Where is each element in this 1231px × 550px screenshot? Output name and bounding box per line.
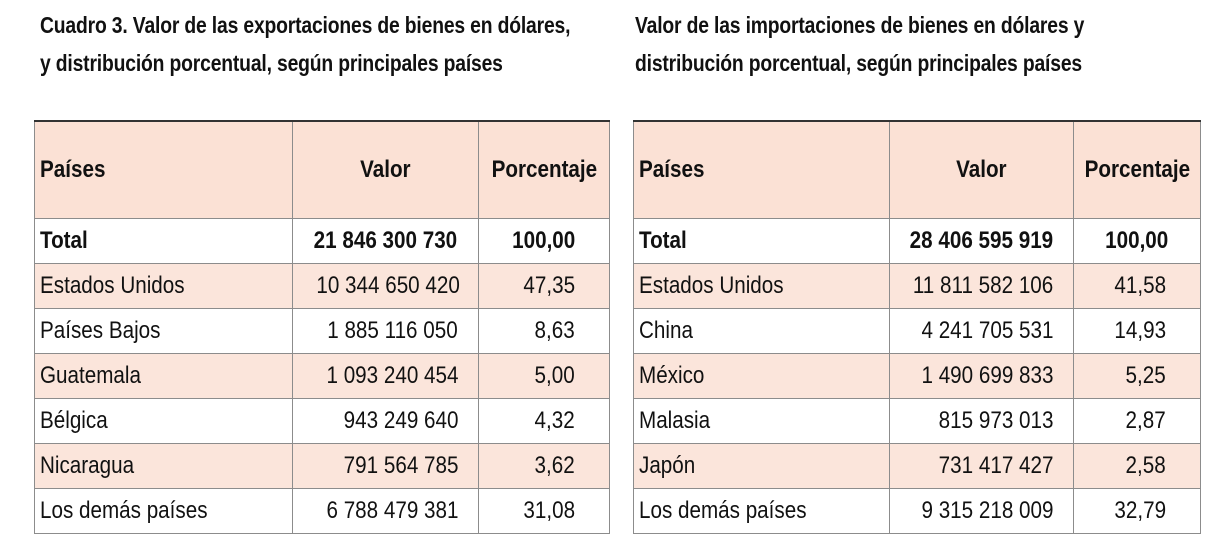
exports-table: Países Valor Porcentaje Total 21 846 300… xyxy=(34,120,610,534)
exports-row-value: 1 885 116 050 xyxy=(292,308,479,354)
imports-row-country: Estados Unidos xyxy=(633,263,890,309)
imports-total-percent: 100,00 xyxy=(1073,218,1201,264)
imports-total-value: 28 406 595 919 xyxy=(889,218,1074,264)
exports-row-percent: 4,32 xyxy=(478,398,610,444)
imports-row-value: 9 315 218 009 xyxy=(889,488,1074,534)
table-row: Guatemala 1 093 240 454 5,00 xyxy=(34,353,610,399)
imports-title-line2: distribución porcentual, según principal… xyxy=(635,50,1082,76)
exports-row-value: 791 564 785 xyxy=(292,443,479,489)
exports-header-value: Valor xyxy=(292,120,479,219)
imports-row-value: 815 973 013 xyxy=(889,398,1074,444)
table-row: Japón 731 417 427 2,58 xyxy=(633,443,1201,489)
exports-total-row: Total 21 846 300 730 100,00 xyxy=(34,218,610,264)
exports-header-percent: Porcentaje xyxy=(478,120,610,219)
imports-table: Países Valor Porcentaje Total 28 406 595… xyxy=(633,120,1201,534)
table-row: Los demás países 6 788 479 381 31,08 xyxy=(34,488,610,534)
table-row: Bélgica 943 249 640 4,32 xyxy=(34,398,610,444)
imports-total-row: Total 28 406 595 919 100,00 xyxy=(633,218,1201,264)
table-row: Estados Unidos 10 344 650 420 47,35 xyxy=(34,263,610,309)
imports-row-country: Los demás países xyxy=(633,488,890,534)
exports-total-percent: 100,00 xyxy=(478,218,610,264)
exports-title-line2: y distribución porcentual, según princip… xyxy=(40,50,503,76)
imports-row-percent: 14,93 xyxy=(1073,308,1201,354)
exports-total-value: 21 846 300 730 xyxy=(292,218,479,264)
exports-row-percent: 5,00 xyxy=(478,353,610,399)
exports-header-row: Países Valor Porcentaje xyxy=(34,120,610,219)
imports-panel: Valor de las importaciones de bienes en … xyxy=(633,0,1201,534)
exports-row-percent: 3,62 xyxy=(478,443,610,489)
imports-row-percent: 5,25 xyxy=(1073,353,1201,399)
exports-row-value: 1 093 240 454 xyxy=(292,353,479,399)
imports-row-value: 4 241 705 531 xyxy=(889,308,1074,354)
exports-title-line1: Cuadro 3. Valor de las exportaciones de … xyxy=(40,12,571,38)
exports-row-country: Guatemala xyxy=(34,353,293,399)
exports-row-value: 10 344 650 420 xyxy=(292,263,479,309)
table-row: México 1 490 699 833 5,25 xyxy=(633,353,1201,399)
exports-row-percent: 8,63 xyxy=(478,308,610,354)
table-row: Países Bajos 1 885 116 050 8,63 xyxy=(34,308,610,354)
exports-row-percent: 31,08 xyxy=(478,488,610,534)
exports-row-country: Países Bajos xyxy=(34,308,293,354)
imports-row-percent: 41,58 xyxy=(1073,263,1201,309)
imports-row-value: 731 417 427 xyxy=(889,443,1074,489)
table-row: Estados Unidos 11 811 582 106 41,58 xyxy=(633,263,1201,309)
exports-header-country: Países xyxy=(34,120,293,219)
imports-total-country: Total xyxy=(633,218,890,264)
exports-title: Cuadro 3. Valor de las exportaciones de … xyxy=(40,6,571,120)
imports-row-country: China xyxy=(633,308,890,354)
imports-row-percent: 32,79 xyxy=(1073,488,1201,534)
imports-row-value: 1 490 699 833 xyxy=(889,353,1074,399)
table-row: Malasia 815 973 013 2,87 xyxy=(633,398,1201,444)
imports-header-percent: Porcentaje xyxy=(1073,120,1201,219)
imports-title: Valor de las importaciones de bienes en … xyxy=(635,6,1110,120)
exports-row-country: Bélgica xyxy=(34,398,293,444)
imports-header-value: Valor xyxy=(889,120,1074,219)
imports-title-line1: Valor de las importaciones de bienes en … xyxy=(635,12,1085,38)
exports-row-country: Los demás países xyxy=(34,488,293,534)
imports-header-country: Países xyxy=(633,120,890,219)
imports-row-value: 11 811 582 106 xyxy=(889,263,1074,309)
table-row: Los demás países 9 315 218 009 32,79 xyxy=(633,488,1201,534)
imports-header-row: Países Valor Porcentaje xyxy=(633,120,1201,219)
imports-row-percent: 2,58 xyxy=(1073,443,1201,489)
exports-row-value: 943 249 640 xyxy=(292,398,479,444)
table-row: Nicaragua 791 564 785 3,62 xyxy=(34,443,610,489)
exports-row-value: 6 788 479 381 xyxy=(292,488,479,534)
imports-row-country: México xyxy=(633,353,890,399)
imports-row-country: Malasia xyxy=(633,398,890,444)
imports-row-country: Japón xyxy=(633,443,890,489)
exports-row-country: Estados Unidos xyxy=(34,263,293,309)
exports-row-country: Nicaragua xyxy=(34,443,293,489)
exports-total-country: Total xyxy=(34,218,293,264)
exports-row-percent: 47,35 xyxy=(478,263,610,309)
imports-row-percent: 2,87 xyxy=(1073,398,1201,444)
table-row: China 4 241 705 531 14,93 xyxy=(633,308,1201,354)
exports-panel: Cuadro 3. Valor de las exportaciones de … xyxy=(34,0,610,534)
